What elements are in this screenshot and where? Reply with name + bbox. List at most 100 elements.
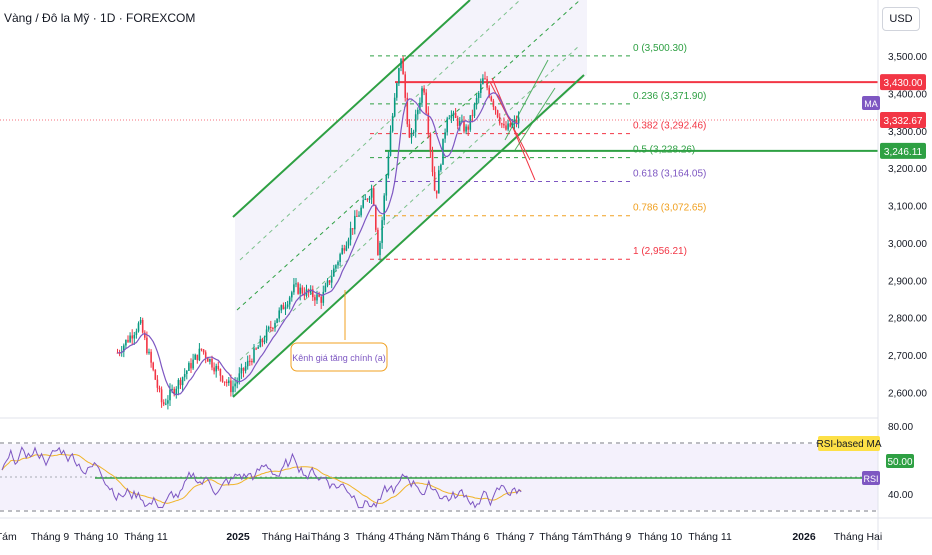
candle-body [165, 403, 167, 405]
candle-body [448, 118, 451, 120]
price-tick-label: 3,500.00 [888, 52, 927, 63]
candle-body [139, 319, 142, 324]
candle-body [240, 367, 243, 374]
candle-body [517, 117, 520, 124]
candle-body [190, 363, 192, 369]
candle-body [492, 100, 495, 107]
candle-body [337, 262, 339, 266]
candle-body [461, 120, 463, 122]
candle-body [225, 381, 228, 384]
fib-label-0: 0 (3,500.30) [633, 43, 687, 54]
ma-line [117, 92, 519, 396]
candle-body [446, 118, 448, 133]
candle-body [123, 345, 125, 352]
candle-body [351, 228, 354, 230]
candle-body [272, 328, 274, 330]
candle-body [402, 58, 404, 75]
candle-body [131, 335, 133, 339]
fib-label-2: 0.382 (3,292.46) [633, 121, 706, 132]
price-tick-label: 3,000.00 [888, 239, 927, 250]
candle-body [328, 280, 331, 283]
candle-body [408, 124, 411, 138]
candle-body [213, 367, 215, 372]
candle-body [257, 347, 259, 349]
candle-body [251, 361, 253, 363]
candle-body [238, 373, 241, 381]
candle-body [196, 354, 199, 361]
support-price-tag: 3,246.11 [884, 147, 923, 158]
candle-body [389, 131, 392, 156]
candle-body [372, 188, 375, 206]
price-tick-label: 2,600.00 [888, 388, 927, 399]
support-price-tag-bg [880, 142, 926, 159]
candle-body [293, 284, 295, 293]
candle-body [333, 268, 335, 277]
candle-body [452, 112, 455, 116]
candle-body [433, 171, 436, 191]
candle-body [288, 297, 291, 305]
candle-body [125, 339, 127, 346]
background-layer [0, 0, 878, 510]
candle-body [339, 254, 341, 263]
candle-body [209, 358, 211, 362]
time-tick-label: Tháng 4 [356, 531, 395, 543]
candle-body [246, 360, 249, 367]
candle-body [217, 365, 220, 369]
candle-body [223, 381, 226, 383]
ma-tag-bg [862, 96, 880, 110]
time-tick-label: Tháng 6 [451, 531, 490, 543]
candle-body [469, 115, 472, 130]
resistance-price-tag: 3,430.00 [884, 78, 923, 89]
fib-label-1: 0.236 (3,371.90) [633, 91, 706, 102]
candle-body [431, 151, 434, 172]
candle-body [232, 386, 234, 393]
candle-body [379, 242, 381, 256]
candle-body [127, 339, 129, 342]
candle-body [263, 340, 266, 343]
candle-body [316, 294, 318, 301]
price-tick-label: 2,900.00 [888, 276, 927, 287]
candle-body [427, 112, 430, 135]
time-tick-label: Tháng 11 [124, 531, 168, 543]
candle-body [393, 97, 396, 116]
candle-body [278, 310, 280, 319]
candle-body [198, 348, 201, 361]
candle-body [360, 207, 362, 216]
time-tick-label: Tháng 11 [688, 531, 732, 543]
candle-body [473, 104, 476, 116]
candle-body [173, 388, 175, 394]
candle-body [326, 280, 329, 286]
annotation-text: Kênh giá tăng chính (a) [292, 353, 386, 363]
candle-body [207, 357, 209, 362]
rsi-layer [0, 442, 878, 512]
candle-body [267, 326, 270, 330]
rsi-ma-tag-bg [818, 436, 880, 451]
channel-upper-line [232, 0, 471, 218]
candle-body [375, 205, 377, 230]
candle-body [194, 354, 196, 360]
candle-body [391, 115, 394, 132]
candle-body [438, 170, 440, 194]
candle-body [204, 352, 207, 358]
candle-body [505, 125, 507, 130]
candle-body [406, 97, 409, 125]
candle-body [377, 229, 379, 256]
time-tick-label: Tháng 7 [496, 531, 535, 543]
rsi-line [1, 446, 522, 509]
fib-label-4: 0.618 (3,164.05) [633, 169, 706, 180]
candle-body [459, 120, 461, 126]
candle-body [255, 348, 257, 350]
rsi-value-tag-bg [886, 454, 914, 468]
candle-body [295, 283, 297, 285]
price-tick-label: 3,400.00 [888, 89, 927, 100]
channel-shade [235, 0, 587, 395]
candle-body [200, 348, 203, 350]
candle-body [358, 215, 360, 217]
time-tick-label: Tháng Tám [0, 531, 17, 543]
candle-body [421, 88, 423, 103]
time-tick-label: Tháng 10 [638, 531, 683, 543]
candle-body [215, 365, 217, 372]
currency-button[interactable]: USD [882, 7, 920, 31]
